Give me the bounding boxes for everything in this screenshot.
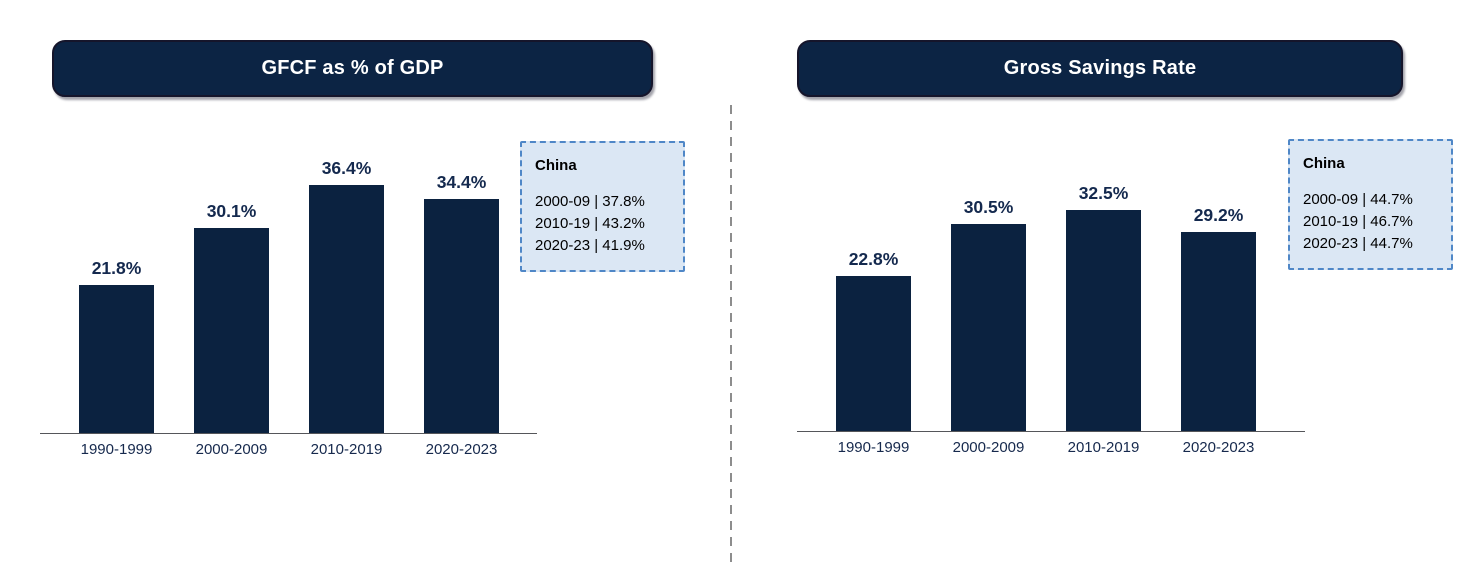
category-label: 2000-2009	[952, 439, 1025, 456]
gfcf-x-axis-line	[40, 433, 537, 434]
gross-savings-bar-chart: 22.8% 30.5% 32.5% 29.2% 1990-1999 2000-2009 2…	[797, 148, 1305, 456]
category-label: 2010-2019	[1067, 439, 1140, 456]
gfcf-china-line-2020-23: 2020-23 | 41.9%	[535, 237, 645, 254]
bar-value-label: 36.4%	[321, 158, 372, 178]
gross-savings-china-line-2010-19: 2010-19 | 46.7%	[1303, 213, 1413, 230]
bar-2010-2019: 36.4%	[309, 158, 384, 433]
gross-savings-x-axis-line	[797, 431, 1305, 432]
gfcf-china-callout: China 2000-09 | 37.8% 2010-19 | 43.2% 20…	[520, 141, 685, 272]
gfcf-category-axis-labels: 1990-1999 2000-2009 2010-2019 2020-2023	[40, 441, 537, 458]
bar-2000-2009: 30.1%	[194, 201, 269, 433]
gross-savings-category-axis-labels: 1990-1999 2000-2009 2010-2019 2020-2023	[797, 439, 1305, 456]
bar-2020-2023: 34.4%	[424, 172, 499, 433]
bar-value-label: 29.2%	[1193, 205, 1244, 225]
bar-value-label: 30.5%	[963, 197, 1014, 217]
gross-savings-plot-area: 22.8% 30.5% 32.5% 29.2%	[797, 148, 1305, 432]
bar-value-label: 34.4%	[436, 172, 487, 192]
bar-2000-2009: 30.5%	[951, 197, 1026, 431]
bar-value-label: 30.1%	[206, 201, 257, 221]
category-label: 2010-2019	[310, 441, 383, 458]
category-label: 1990-1999	[80, 441, 153, 458]
category-label: 1990-1999	[837, 439, 910, 456]
gross-savings-china-callout-lines: 2000-09 | 44.7% 2010-19 | 46.7% 2020-23 …	[1303, 189, 1438, 255]
gfcf-bar-chart: 21.8% 30.1% 36.4% 34.4% 1990-1999 2000-2009 2…	[40, 150, 537, 458]
bar-2010-2019: 32.5%	[1066, 183, 1141, 431]
category-label: 2020-2023	[1182, 439, 1255, 456]
gfcf-china-line-2000-09: 2000-09 | 37.8%	[535, 193, 645, 210]
gfcf-plot-area: 21.8% 30.1% 36.4% 34.4%	[40, 150, 537, 434]
gross-savings-title-banner: Gross Savings Rate	[797, 40, 1403, 97]
gross-savings-china-callout: China 2000-09 | 44.7% 2010-19 | 46.7% 20…	[1288, 139, 1453, 270]
gross-savings-title-text: Gross Savings Rate	[1003, 57, 1197, 79]
category-label: 2000-2009	[195, 441, 268, 458]
gfcf-china-line-2010-19: 2010-19 | 43.2%	[535, 215, 645, 232]
bar-value-label: 22.8%	[848, 249, 899, 269]
gross-savings-china-callout-title: China	[1303, 155, 1345, 172]
gross-savings-china-line-2000-09: 2000-09 | 44.7%	[1303, 191, 1413, 208]
bar-2020-2023: 29.2%	[1181, 205, 1256, 431]
gross-savings-china-line-2020-23: 2020-23 | 44.7%	[1303, 235, 1413, 252]
bar-value-label: 21.8%	[91, 258, 142, 278]
gfcf-title-text: GFCF as % of GDP	[261, 57, 444, 79]
gfcf-title-banner: GFCF as % of GDP	[52, 40, 653, 97]
gfcf-china-callout-lines: 2000-09 | 37.8% 2010-19 | 43.2% 2020-23 …	[535, 191, 670, 257]
bar-value-label: 32.5%	[1078, 183, 1129, 203]
bar-1990-1999: 22.8%	[836, 249, 911, 431]
category-label: 2020-2023	[425, 441, 498, 458]
bar-1990-1999: 21.8%	[79, 258, 154, 433]
vertical-dashed-divider	[730, 105, 732, 565]
gfcf-china-callout-title: China	[535, 157, 577, 174]
